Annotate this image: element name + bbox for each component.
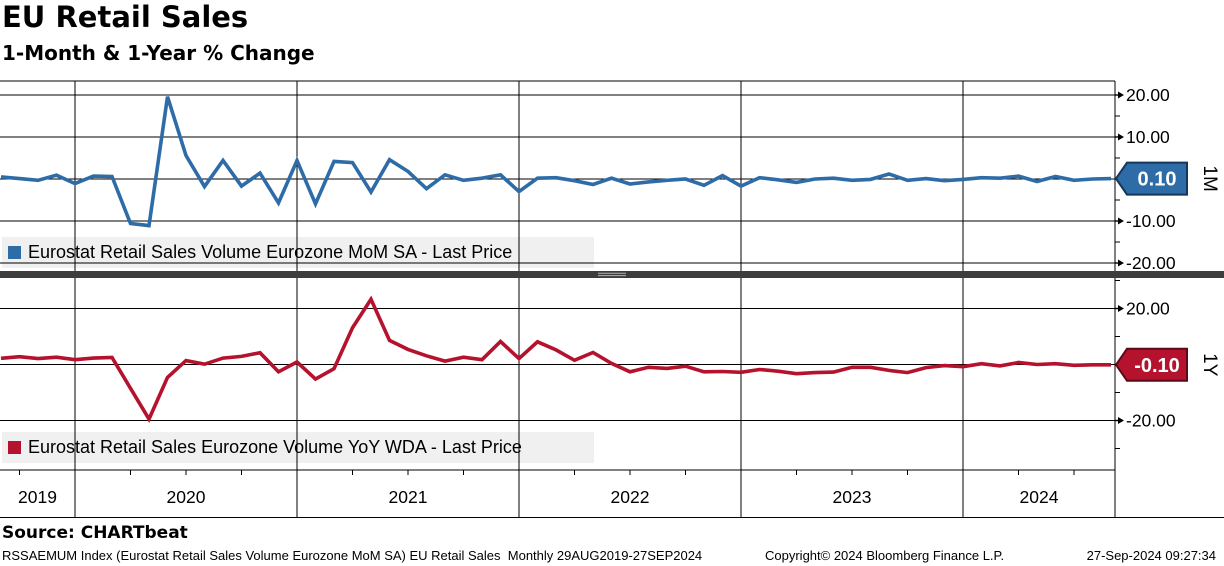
x-year-label: 2023 — [833, 487, 872, 507]
copyright-text: Copyright© 2024 Bloomberg Finance L.P. — [765, 548, 1005, 563]
source-label: Source: CHARTbeat — [2, 523, 188, 543]
x-year-label: 2021 — [389, 487, 428, 507]
timestamp: 27-Sep-2024 09:27:34 — [1086, 548, 1216, 563]
last-price-tag-mom — [1114, 161, 1188, 196]
legend-swatch-mom-icon — [8, 246, 21, 259]
legend-yoy[interactable]: Eurostat Retail Sales Eurozone Volume Yo… — [2, 432, 594, 463]
y-tick-arrow-icon — [1118, 417, 1124, 424]
legend-swatch-yoy-icon — [8, 441, 21, 454]
y-tick-arrow-icon — [1118, 305, 1124, 312]
last-price-tag-yoy — [1114, 347, 1188, 382]
mom-series-line — [0, 96, 1112, 228]
y-tick-arrow-icon — [1118, 133, 1124, 141]
x-year-label: 2022 — [611, 487, 650, 507]
y-tick-label: -20.00 — [1126, 411, 1176, 431]
y-tick-label: 20.00 — [1126, 85, 1170, 105]
panel-divider[interactable] — [0, 271, 1224, 278]
legend-mom[interactable]: Eurostat Retail Sales Volume Eurozone Mo… — [2, 237, 594, 268]
y-tick-label: -10.00 — [1126, 211, 1176, 231]
index-description: RSSAEMUM Index (Eurostat Retail Sales Vo… — [2, 548, 703, 563]
y-tick-label: -20.00 — [1126, 253, 1176, 273]
legend-label-yoy: Eurostat Retail Sales Eurozone Volume Yo… — [28, 437, 522, 457]
x-year-label: 2024 — [1020, 487, 1059, 507]
yoy-series-line — [0, 295, 1111, 423]
legend-bg-bottom — [2, 432, 594, 463]
axis-name-1y: 1Y — [1199, 353, 1220, 377]
y-tick-arrow-icon — [1118, 91, 1124, 99]
y-tick-label: 20.00 — [1126, 299, 1170, 319]
page-title: EU Retail Sales — [2, 0, 249, 34]
page-subtitle: 1-Month & 1-Year % Change — [2, 41, 315, 65]
last-price-value: 0.10 — [1138, 169, 1177, 191]
x-year-label: 2019 — [18, 487, 57, 507]
y-tick-arrow-icon — [1118, 217, 1124, 225]
y-tick-label: 10.00 — [1126, 127, 1170, 147]
last-price-value: -0.10 — [1134, 355, 1180, 377]
legend-label-mom: Eurostat Retail Sales Volume Eurozone Mo… — [28, 242, 513, 262]
x-year-label: 2020 — [167, 487, 206, 507]
axis-name-1m: 1M — [1199, 165, 1220, 191]
y-tick-arrow-icon — [1118, 259, 1124, 267]
